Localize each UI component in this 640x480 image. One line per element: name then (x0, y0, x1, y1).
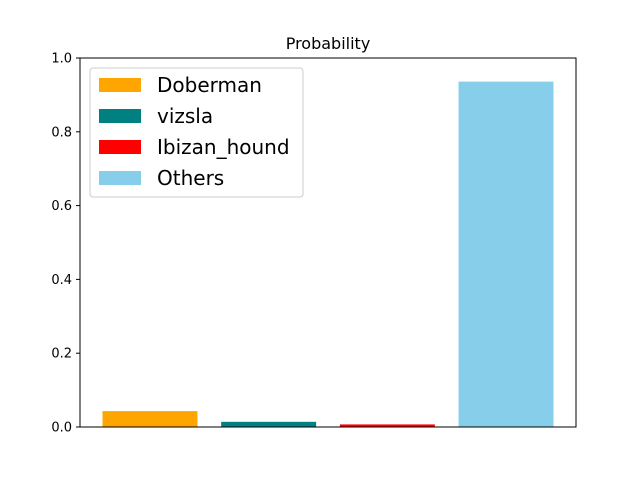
chart-title: Probability (286, 34, 371, 53)
y-tick-label: 0.0 (51, 421, 72, 436)
legend-label: vizsla (157, 104, 213, 128)
bar-doberman (102, 411, 198, 427)
bar-vizsla (221, 421, 317, 427)
bars-layer (102, 81, 554, 427)
y-tick-label: 1.0 (51, 52, 72, 67)
legend-box (89, 67, 304, 198)
legend: Doberman vizsla Ibizan_hound Others (89, 67, 304, 198)
y-tick-label: 0.6 (51, 199, 72, 214)
legend-label: Others (157, 166, 224, 190)
y-tick-label: 0.8 (51, 125, 72, 140)
y-tick-label: 0.4 (51, 273, 72, 288)
y-tick-label: 0.2 (51, 347, 72, 362)
y-axis: 0.0 0.2 0.4 0.6 0.8 1.0 (51, 52, 80, 436)
legend-swatch (99, 78, 141, 92)
legend-label: Ibizan_hound (157, 135, 290, 159)
legend-label: Doberman (157, 73, 262, 97)
legend-swatch (99, 171, 141, 185)
plot-frame (79, 57, 577, 428)
legend-swatch (99, 109, 141, 123)
bar-ibizan-hound (339, 424, 435, 427)
bar-others (458, 81, 554, 427)
legend-swatch (99, 140, 141, 154)
